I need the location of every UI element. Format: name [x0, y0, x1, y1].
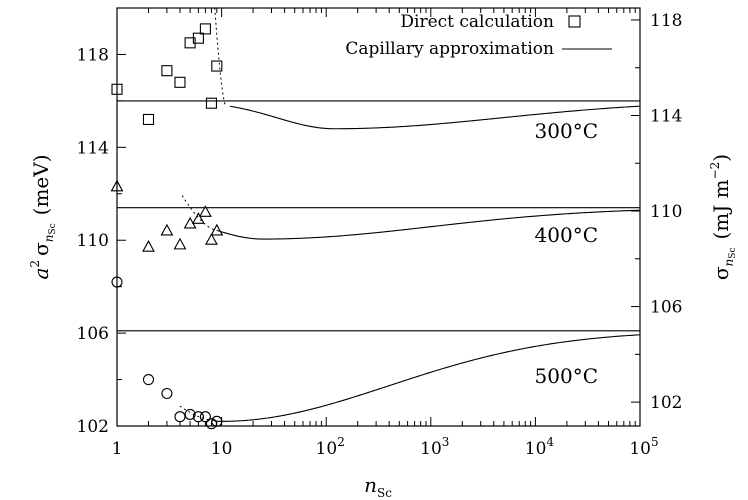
axes: 1 10 102 103 104 1051021061101141181021061101…: [77, 7, 682, 459]
legend: Direct calculation Capillary approximati…: [345, 12, 612, 59]
data-point-triangle: [198, 205, 212, 217]
x-tick-label: 102: [316, 435, 345, 459]
data-point-triangle: [142, 240, 155, 252]
data-point-square: [199, 23, 211, 35]
data-point-square: [142, 113, 155, 126]
x-axis-label: nSc: [364, 473, 392, 500]
y2-tick-label: 102: [650, 393, 682, 413]
x-tick-label: 103: [420, 435, 449, 459]
y-tick-label: 114: [77, 138, 109, 158]
data-point-circle: [184, 408, 196, 420]
data-point-circle: [161, 387, 173, 400]
y-tick-label: 102: [77, 417, 109, 437]
capillary-curve: [229, 105, 640, 130]
y2-tick-label: 118: [650, 11, 682, 31]
y2-tick-label: 110: [650, 202, 682, 222]
data-point-circle: [174, 411, 186, 423]
plot-area: 300°C 400°C 500°C: [110, 8, 640, 430]
x-tick-label: 104: [525, 435, 555, 459]
temperature-label: 400°C: [535, 223, 598, 247]
x-tick-label: 10: [211, 439, 233, 459]
y-tick-label: 110: [77, 231, 109, 251]
data-point-triangle: [210, 223, 224, 236]
data-point-circle: [199, 411, 211, 423]
y2-axis-label: σnSc(mJ m−2): [708, 154, 738, 280]
y-axis-label: a2σnSc(meV): [28, 154, 58, 279]
legend-marker-square: [568, 15, 581, 28]
x-tick-label: 105: [629, 435, 658, 459]
data-point-circle: [142, 374, 155, 386]
y2-tick-label: 106: [650, 298, 682, 318]
plot-frame: [116, 7, 641, 427]
data-point-triangle: [173, 237, 187, 250]
temperature-label: 500°C: [535, 364, 598, 388]
capillary-curve: [211, 334, 640, 422]
y-tick-label: 118: [77, 45, 109, 65]
temperature-label: 300°C: [535, 119, 598, 143]
data-point-triangle: [205, 233, 218, 245]
capillary-curve: [216, 209, 640, 240]
legend-label-capillary: Capillary approximation: [345, 39, 554, 59]
data-point-square: [174, 76, 186, 88]
data-point-square: [205, 97, 218, 109]
y2-tick-label: 114: [650, 106, 682, 126]
data-point-square: [211, 60, 223, 72]
capillary-dotted: [179, 405, 212, 421]
legend-label-direct: Direct calculation: [400, 12, 554, 32]
capillary-dotted: [181, 195, 217, 231]
x-tick-label: 1: [112, 439, 123, 459]
data-point-triangle: [160, 223, 174, 236]
data-point-triangle: [191, 212, 205, 224]
data-point-square: [161, 65, 173, 77]
data-point-square: [192, 32, 204, 44]
y-tick-label: 106: [77, 324, 109, 344]
